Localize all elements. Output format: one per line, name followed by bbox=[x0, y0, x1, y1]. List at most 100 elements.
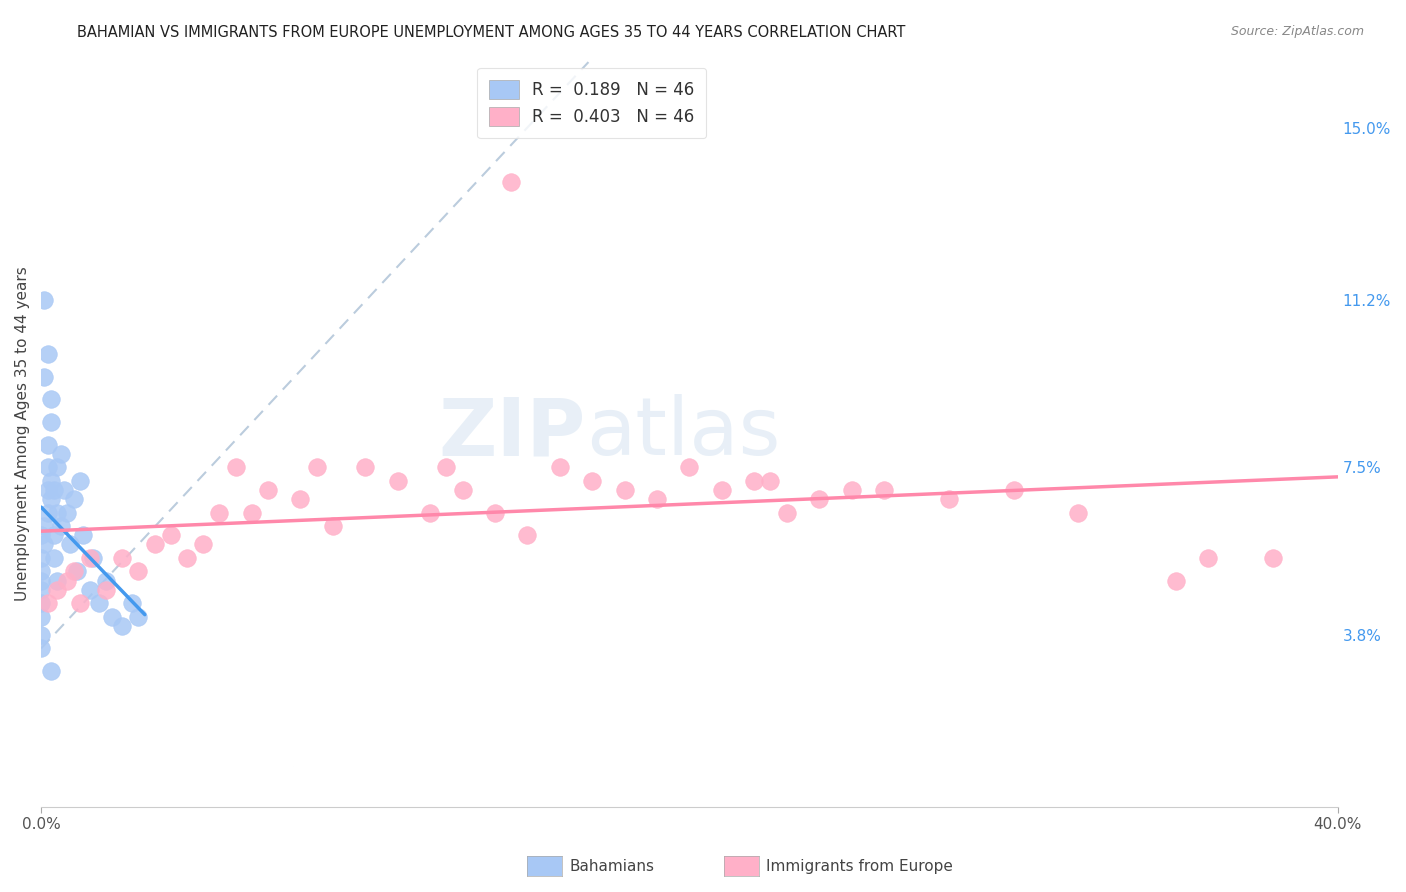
Point bbox=[30, 574, 52, 588]
Point bbox=[34, 293, 56, 307]
Point bbox=[30, 565, 52, 579]
Point bbox=[1197, 550, 1219, 565]
Point bbox=[30, 528, 52, 542]
Point bbox=[79, 582, 101, 597]
Point bbox=[37, 506, 59, 520]
Point bbox=[290, 491, 312, 506]
Point bbox=[305, 460, 328, 475]
Point bbox=[808, 491, 831, 506]
Point bbox=[42, 528, 65, 542]
Point bbox=[111, 550, 134, 565]
Point bbox=[94, 582, 117, 597]
Point bbox=[678, 460, 700, 475]
Point bbox=[434, 460, 457, 475]
Point bbox=[193, 537, 215, 551]
Point bbox=[484, 506, 506, 520]
Point bbox=[581, 474, 603, 488]
Point bbox=[49, 447, 72, 461]
Point bbox=[451, 483, 474, 497]
Point bbox=[111, 619, 134, 633]
Point bbox=[39, 415, 62, 429]
Point bbox=[30, 582, 52, 597]
Point bbox=[62, 491, 84, 506]
Point bbox=[69, 474, 91, 488]
Point bbox=[34, 537, 56, 551]
Point bbox=[79, 550, 101, 565]
Point bbox=[710, 483, 733, 497]
Text: ZIP: ZIP bbox=[439, 394, 586, 472]
Point bbox=[1164, 574, 1187, 588]
Text: Bahamians: Bahamians bbox=[569, 859, 654, 873]
Point bbox=[873, 483, 896, 497]
Point bbox=[37, 483, 59, 497]
Point bbox=[39, 664, 62, 678]
Point bbox=[938, 491, 960, 506]
Text: Immigrants from Europe: Immigrants from Europe bbox=[766, 859, 953, 873]
Point bbox=[419, 506, 441, 520]
Point bbox=[56, 574, 79, 588]
Point bbox=[39, 491, 62, 506]
Point bbox=[37, 460, 59, 475]
Y-axis label: Unemployment Among Ages 35 to 44 years: Unemployment Among Ages 35 to 44 years bbox=[15, 266, 30, 600]
Point bbox=[759, 474, 782, 488]
Point bbox=[30, 609, 52, 624]
Point bbox=[841, 483, 863, 497]
Point bbox=[37, 437, 59, 451]
Point bbox=[34, 369, 56, 384]
Point bbox=[240, 506, 263, 520]
Point bbox=[208, 506, 231, 520]
Point bbox=[776, 506, 799, 520]
Text: atlas: atlas bbox=[586, 394, 780, 472]
Point bbox=[62, 565, 84, 579]
Point bbox=[46, 574, 69, 588]
Text: BAHAMIAN VS IMMIGRANTS FROM EUROPE UNEMPLOYMENT AMONG AGES 35 TO 44 YEARS CORREL: BAHAMIAN VS IMMIGRANTS FROM EUROPE UNEMP… bbox=[77, 25, 905, 40]
Point bbox=[257, 483, 280, 497]
Point bbox=[49, 519, 72, 533]
Point bbox=[30, 550, 52, 565]
Point bbox=[127, 565, 149, 579]
Point bbox=[613, 483, 636, 497]
Point bbox=[1002, 483, 1025, 497]
Point bbox=[42, 550, 65, 565]
Point bbox=[143, 537, 166, 551]
Point bbox=[46, 460, 69, 475]
Point bbox=[46, 506, 69, 520]
Point bbox=[30, 628, 52, 642]
Point bbox=[56, 506, 79, 520]
Point bbox=[121, 596, 143, 610]
Point bbox=[159, 528, 181, 542]
Point bbox=[37, 347, 59, 361]
Point bbox=[39, 474, 62, 488]
Point bbox=[30, 641, 52, 656]
Point bbox=[548, 460, 571, 475]
Point bbox=[30, 596, 52, 610]
Point bbox=[94, 574, 117, 588]
Point bbox=[37, 596, 59, 610]
Point bbox=[501, 175, 523, 189]
Point bbox=[516, 528, 538, 542]
Point bbox=[72, 528, 94, 542]
Point bbox=[354, 460, 377, 475]
Point bbox=[39, 392, 62, 407]
Point bbox=[176, 550, 198, 565]
Point bbox=[1261, 550, 1284, 565]
Legend: R =  0.189   N = 46, R =  0.403   N = 46: R = 0.189 N = 46, R = 0.403 N = 46 bbox=[478, 68, 706, 138]
Point bbox=[34, 519, 56, 533]
Point bbox=[46, 582, 69, 597]
Point bbox=[322, 519, 344, 533]
Point bbox=[52, 483, 75, 497]
Point bbox=[387, 474, 409, 488]
Point bbox=[42, 483, 65, 497]
Point bbox=[59, 537, 82, 551]
Point bbox=[1067, 506, 1090, 520]
Point bbox=[742, 474, 765, 488]
Point bbox=[82, 550, 104, 565]
Point bbox=[89, 596, 111, 610]
Point bbox=[101, 609, 124, 624]
Point bbox=[645, 491, 668, 506]
Text: Source: ZipAtlas.com: Source: ZipAtlas.com bbox=[1230, 25, 1364, 38]
Point bbox=[127, 609, 149, 624]
Point bbox=[225, 460, 247, 475]
Point bbox=[69, 596, 91, 610]
Point bbox=[66, 565, 89, 579]
